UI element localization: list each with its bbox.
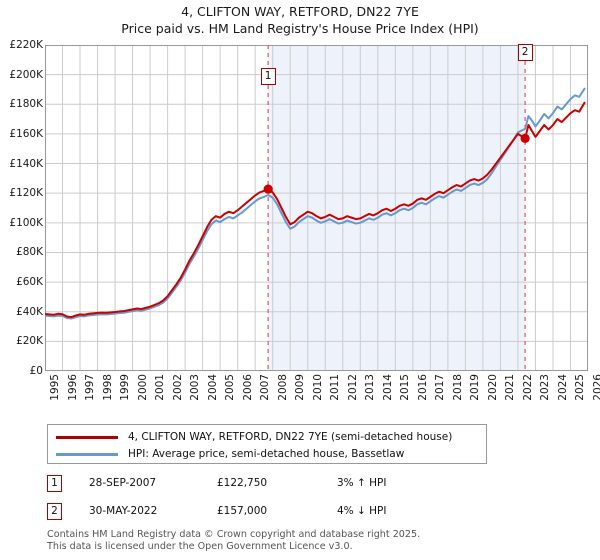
x-axis-tick-label: 2020 [486, 374, 499, 401]
y-axis-tick-label: £80K [16, 246, 43, 259]
x-axis-tick-label: 2015 [399, 374, 412, 401]
legend-color-swatch [56, 453, 118, 456]
x-axis-tick-label: 2019 [469, 374, 482, 401]
chart-marker-1[interactable]: 1 [260, 68, 276, 85]
transaction-price: £157,000 [217, 505, 268, 517]
transaction-point[interactable] [263, 184, 273, 194]
y-axis-tick-label: £120K [9, 187, 43, 200]
footer-attribution: Contains HM Land Registry data © Crown c… [47, 529, 587, 552]
table-row: 1 28-SEP-2007 £122,750 3% ↑ HPI [47, 473, 487, 501]
transaction-hpi-delta: 3% ↑ HPI [337, 477, 387, 489]
page-title: 4, CLIFTON WAY, RETFORD, DN22 7YE [181, 4, 419, 19]
page-subtitle: Price paid vs. HM Land Registry's House … [121, 21, 479, 36]
x-axis-tick-label: 2006 [241, 374, 254, 401]
y-axis-labels: £0 £20K £40K £60K £80K £100K £120K £140K £160K £1… [0, 0, 43, 420]
price-paid-line [45, 101, 586, 319]
chart-marker-2[interactable]: 2 [517, 44, 533, 61]
x-axis-tick-label: 2005 [224, 374, 237, 401]
x-axis-tick-label: 2002 [171, 374, 184, 401]
x-axis-labels: 1995 1996 1997 1998 1999 2000 2001 2002 2003 2004… [45, 374, 600, 422]
x-axis-tick-label: 2003 [189, 374, 202, 401]
transaction-date: 30-MAY-2022 [89, 505, 158, 517]
legend-label: 4, CLIFTON WAY, RETFORD, DN22 7YE (semi-… [128, 431, 453, 443]
y-axis-tick-label: £160K [9, 127, 43, 140]
y-axis-tick-label: £60K [16, 276, 43, 289]
x-axis-tick-label: 2007 [259, 374, 272, 401]
hpi-average-line [45, 87, 586, 320]
x-axis-tick-label: 2017 [434, 374, 447, 401]
x-axis-tick-label: 2011 [329, 374, 342, 401]
x-axis-tick-label: 2021 [504, 374, 517, 401]
y-axis-tick-label: £20K [16, 335, 43, 348]
x-axis-tick-label: 2018 [451, 374, 464, 401]
x-axis-tick-label: 1995 [49, 374, 61, 401]
transaction-hpi-delta: 4% ↓ HPI [337, 505, 387, 517]
y-axis-tick-label: £140K [9, 157, 43, 170]
transaction-marker[interactable]: 1 [47, 475, 62, 492]
transaction-date: 28-SEP-2007 [89, 477, 157, 489]
y-axis-tick-label: £200K [9, 68, 43, 81]
x-axis-tick-label: 2004 [206, 374, 219, 401]
x-axis-tick-label: 2025 [574, 374, 587, 401]
legend-label: HPI: Average price, semi-detached house,… [128, 448, 405, 460]
footer-line-1: Contains HM Land Registry data © Crown c… [47, 529, 421, 540]
x-axis-tick-label: 2012 [346, 374, 359, 401]
y-axis-tick-label: £100K [9, 216, 43, 229]
x-axis-tick-label: 1998 [101, 374, 114, 401]
transaction-point[interactable] [520, 133, 530, 143]
y-axis-tick-label: £180K [9, 98, 43, 111]
transactions-table: 1 28-SEP-2007 £122,750 3% ↑ HPI 2 30-MAY-2022… [47, 473, 487, 529]
x-axis-tick-label: 2024 [556, 374, 569, 401]
x-axis-tick-label: 2016 [416, 374, 429, 401]
x-axis-tick-label: 2010 [311, 374, 324, 401]
plot-border [45, 45, 588, 371]
footer-line-2: This data is licensed under the Open Gov… [47, 540, 353, 552]
transaction-marker[interactable]: 2 [47, 503, 62, 520]
chart-legend: 4, CLIFTON WAY, RETFORD, DN22 7YE (semi-… [47, 424, 487, 464]
x-axis-tick-label: 2026 [592, 374, 600, 401]
x-axis-tick-label: 2009 [294, 374, 307, 401]
chart-plot-area [45, 45, 588, 371]
x-axis-tick-label: 1999 [119, 374, 132, 401]
legend-color-swatch [56, 436, 118, 439]
y-axis-tick-label: £220K [9, 39, 43, 51]
x-axis-tick-label: 2023 [539, 374, 552, 401]
x-axis-tick-label: 1997 [84, 374, 97, 401]
y-axis-tick-label: £40K [16, 305, 43, 318]
y-axis-tick-label: £0 [29, 365, 43, 377]
x-axis-tick-label: 2008 [276, 374, 289, 401]
x-axis-tick-label: 2022 [521, 374, 534, 401]
chart-svg [45, 45, 588, 371]
table-row: 2 30-MAY-2022 £157,000 4% ↓ HPI [47, 501, 487, 529]
transaction-price: £122,750 [217, 477, 268, 489]
x-axis-tick-label: 2001 [154, 374, 167, 401]
x-axis-tick-label: 2000 [136, 374, 149, 401]
x-axis-tick-label: 1996 [66, 374, 79, 401]
x-axis-tick-label: 2014 [381, 374, 394, 401]
x-axis-tick-label: 2013 [364, 374, 377, 401]
